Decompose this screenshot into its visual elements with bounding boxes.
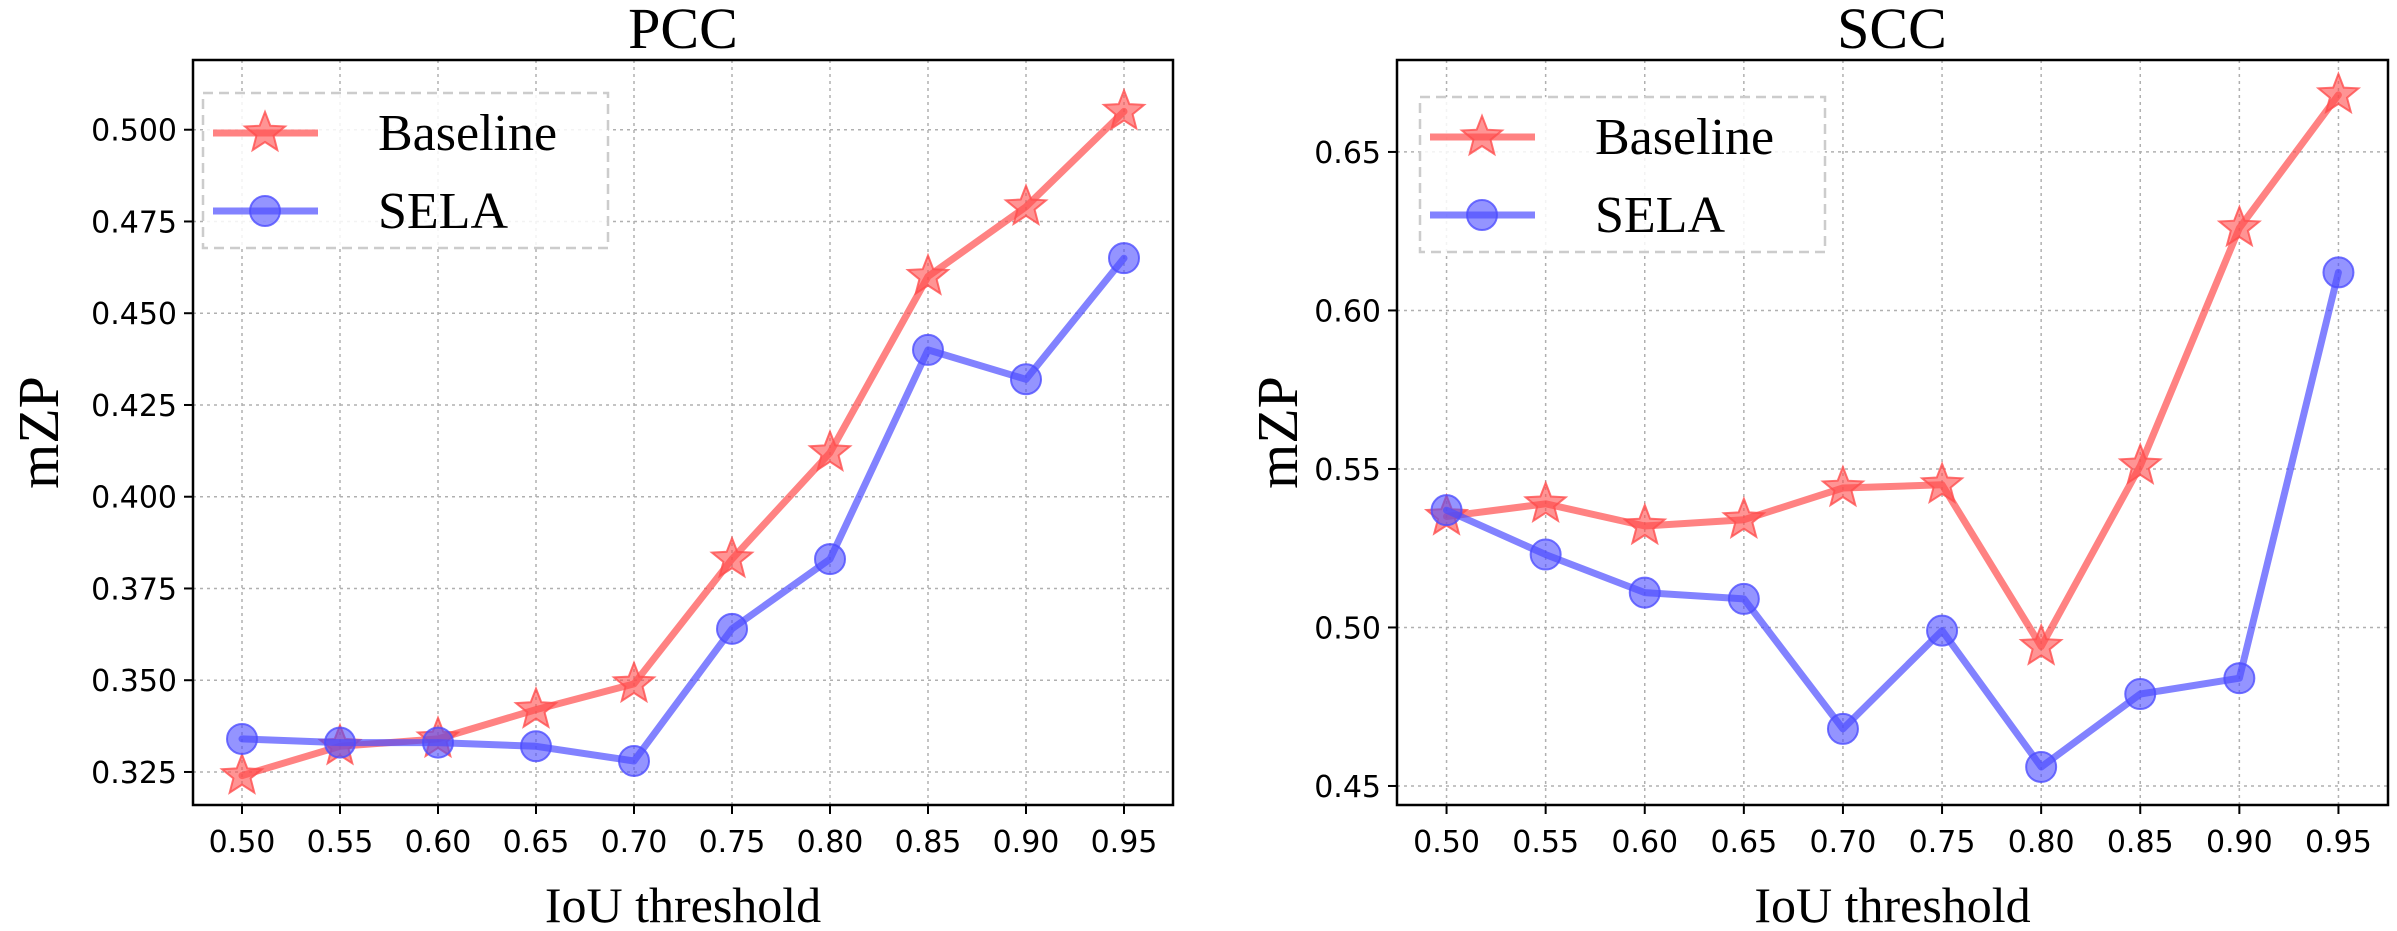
y-tick-label: 0.500 bbox=[91, 114, 177, 149]
data-point bbox=[1430, 494, 1463, 527]
data-point bbox=[513, 685, 559, 729]
y-tick-label: 0.425 bbox=[91, 389, 177, 424]
chart-title: SCC bbox=[1837, 0, 1947, 61]
series-line bbox=[238, 254, 1128, 765]
legend-marker bbox=[1466, 199, 1498, 231]
y-tick-label: 0.400 bbox=[91, 481, 177, 516]
x-tick-label: 0.75 bbox=[699, 825, 766, 860]
legend-label: Baseline bbox=[1595, 109, 1774, 166]
x-tick-label: 0.70 bbox=[601, 825, 668, 860]
x-tick-label: 0.85 bbox=[895, 825, 962, 860]
legend: Baseline SELA bbox=[201, 91, 610, 250]
data-point bbox=[912, 333, 944, 366]
x-tick-label: 0.60 bbox=[405, 825, 472, 860]
data-point bbox=[219, 751, 265, 795]
data-point bbox=[1529, 538, 1562, 571]
data-point bbox=[1622, 502, 1668, 546]
x-tick-label: 0.85 bbox=[2107, 825, 2174, 860]
x-axis-label: IoU threshold bbox=[1754, 877, 2030, 931]
legend-marker bbox=[249, 195, 281, 227]
data-point bbox=[2124, 678, 2157, 711]
x-tick-label: 0.80 bbox=[797, 825, 864, 860]
data-point bbox=[226, 722, 258, 755]
x-tick-label: 0.70 bbox=[1810, 825, 1877, 860]
y-tick-label: 0.50 bbox=[1314, 611, 1381, 646]
x-tick-label: 0.95 bbox=[2305, 825, 2372, 860]
chart-title: PCC bbox=[628, 0, 738, 61]
plot-frame bbox=[191, 58, 1175, 807]
x-axis-label: IoU threshold bbox=[545, 877, 821, 931]
y-tick-label: 0.350 bbox=[91, 664, 177, 699]
data-point bbox=[1003, 183, 1049, 227]
data-point bbox=[1926, 614, 1959, 647]
sela-series bbox=[1430, 256, 2355, 783]
legend: Baseline SELA bbox=[1418, 95, 1827, 254]
y-tick-label: 0.65 bbox=[1314, 136, 1381, 171]
x-tick-label: 0.95 bbox=[1091, 825, 1158, 860]
data-point bbox=[2315, 71, 2362, 115]
x-tick-label: 0.90 bbox=[993, 825, 1060, 860]
y-tick-label: 0.375 bbox=[91, 572, 177, 607]
x-tick-label: 0.65 bbox=[503, 825, 570, 860]
y-tick-label: 0.45 bbox=[1314, 770, 1381, 805]
legend-marker bbox=[242, 109, 288, 153]
data-point bbox=[814, 543, 846, 576]
legend-label: SELA bbox=[1595, 187, 1725, 244]
x-tick-label: 0.90 bbox=[2206, 825, 2273, 860]
data-point bbox=[1721, 495, 1767, 539]
x-tick-label: 0.75 bbox=[1909, 825, 1976, 860]
plot-frame bbox=[1395, 58, 2390, 807]
data-point bbox=[1826, 712, 1859, 745]
series-line bbox=[1443, 268, 2342, 771]
data-point bbox=[1101, 87, 1147, 131]
y-axis-label: mZP bbox=[6, 376, 71, 489]
legend-label: Baseline bbox=[378, 105, 557, 162]
data-point bbox=[2018, 622, 2064, 666]
data-point bbox=[618, 744, 650, 777]
y-tick-label: 0.325 bbox=[91, 756, 177, 791]
data-point bbox=[709, 535, 755, 579]
x-tick-label: 0.50 bbox=[209, 825, 276, 860]
y-tick-label: 0.60 bbox=[1314, 294, 1381, 329]
data-point bbox=[1523, 480, 1569, 524]
y-axis-label: mZP bbox=[1245, 376, 1310, 489]
data-point bbox=[1628, 576, 1661, 609]
data-point bbox=[2216, 204, 2262, 248]
data-point bbox=[2025, 750, 2058, 783]
legend-label: SELA bbox=[378, 183, 508, 240]
data-point bbox=[520, 730, 552, 763]
data-point bbox=[2117, 442, 2163, 486]
data-point bbox=[905, 252, 951, 296]
gridlines bbox=[1397, 60, 2388, 805]
data-point bbox=[324, 726, 356, 759]
x-tick-label: 0.55 bbox=[307, 825, 374, 860]
data-point bbox=[2223, 662, 2256, 695]
data-point bbox=[716, 612, 748, 645]
y-tick-label: 0.450 bbox=[91, 297, 177, 332]
data-point bbox=[1727, 582, 1760, 615]
x-tick-label: 0.80 bbox=[2008, 825, 2075, 860]
data-point bbox=[1108, 242, 1140, 275]
scc-chart: 0.50 0.55 0.60 0.65 0.70 0.75 0.80 0.85 0.90 0.95… bbox=[1245, 0, 2390, 931]
data-point bbox=[807, 428, 853, 472]
series-line bbox=[1443, 91, 2342, 650]
data-point bbox=[611, 660, 657, 704]
data-point bbox=[1919, 461, 1965, 505]
data-point bbox=[422, 726, 454, 759]
y-tick-label: 0.55 bbox=[1314, 453, 1381, 488]
x-tick-label: 0.55 bbox=[1512, 825, 1579, 860]
pcc-chart: 0.50 0.55 0.60 0.65 0.70 0.75 0.80 0.85 0.90 0.95… bbox=[6, 0, 1175, 931]
data-point bbox=[1820, 464, 1866, 508]
data-point bbox=[2322, 256, 2355, 289]
x-tick-label: 0.60 bbox=[1611, 825, 1678, 860]
data-point bbox=[1010, 363, 1042, 396]
x-tick-label: 0.65 bbox=[1710, 825, 1777, 860]
legend-marker bbox=[1459, 113, 1505, 157]
y-tick-label: 0.475 bbox=[91, 205, 177, 240]
sela-series bbox=[226, 242, 1140, 777]
x-tick-label: 0.50 bbox=[1413, 825, 1480, 860]
